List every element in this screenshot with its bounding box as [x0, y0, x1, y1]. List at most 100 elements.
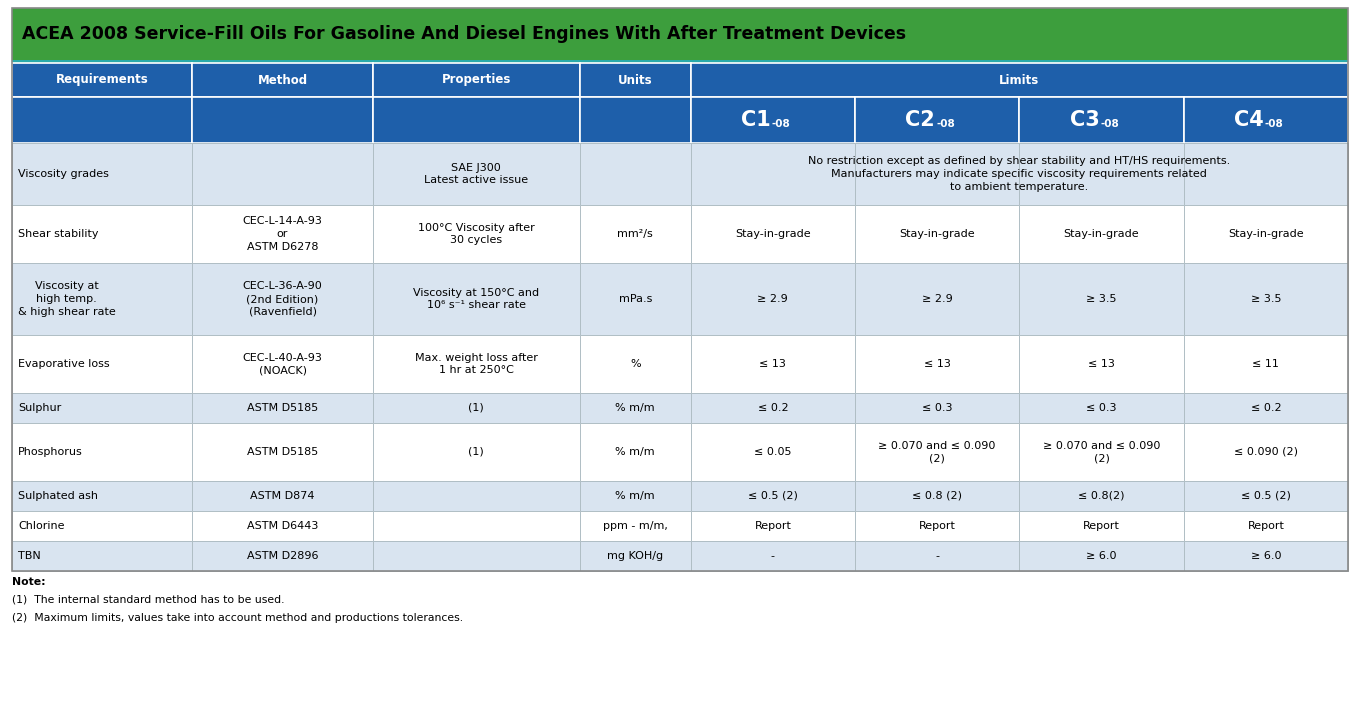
Text: % m/m: % m/m: [616, 491, 656, 501]
Text: Viscosity at 150°C and
10⁶ s⁻¹ shear rate: Viscosity at 150°C and 10⁶ s⁻¹ shear rat…: [413, 288, 540, 311]
Bar: [1020, 481, 1183, 511]
Bar: [1183, 481, 1348, 511]
Text: -08: -08: [1100, 119, 1119, 129]
Text: No restriction except as defined by shear stability and HT/HS requirements.
Manu: No restriction except as defined by shea…: [808, 156, 1231, 192]
Bar: [192, 143, 373, 205]
Text: ≤ 0.5 (2): ≤ 0.5 (2): [1240, 491, 1291, 501]
Text: % m/m: % m/m: [616, 447, 656, 457]
Bar: [579, 393, 691, 423]
Bar: [1183, 393, 1348, 423]
Bar: [691, 263, 855, 335]
Text: Stay-in-grade: Stay-in-grade: [1064, 229, 1140, 239]
Bar: [1020, 541, 1183, 571]
Text: C4: C4: [1234, 110, 1263, 130]
Text: ASTM D5185: ASTM D5185: [248, 447, 318, 457]
Text: ≥ 0.070 and ≤ 0.090
(2): ≥ 0.070 and ≤ 0.090 (2): [1043, 441, 1160, 463]
Text: -: -: [936, 551, 940, 561]
Bar: [373, 97, 579, 143]
Bar: [192, 481, 373, 511]
Bar: [12, 97, 192, 143]
Bar: [691, 205, 855, 263]
Bar: [192, 423, 373, 481]
Bar: [691, 143, 855, 205]
Bar: [1183, 263, 1348, 335]
Bar: [12, 423, 192, 481]
Bar: [1183, 205, 1348, 263]
Bar: [855, 511, 1020, 541]
Bar: [691, 423, 855, 481]
Bar: [855, 393, 1020, 423]
Bar: [373, 263, 579, 335]
Text: ≤ 0.5 (2): ≤ 0.5 (2): [748, 491, 798, 501]
Bar: [12, 63, 192, 97]
Text: ≤ 0.2: ≤ 0.2: [1251, 403, 1281, 413]
Text: Sulphated ash: Sulphated ash: [18, 491, 98, 501]
Text: C3: C3: [1070, 110, 1099, 130]
Text: CEC-L-14-A-93
or
ASTM D6278: CEC-L-14-A-93 or ASTM D6278: [242, 216, 322, 252]
Bar: [12, 541, 192, 571]
Text: ≥ 3.5: ≥ 3.5: [1087, 294, 1117, 304]
Text: ≤ 0.3: ≤ 0.3: [922, 403, 952, 413]
Text: ≤ 13: ≤ 13: [1088, 359, 1115, 369]
Bar: [1183, 97, 1348, 143]
Text: Stay-in-grade: Stay-in-grade: [899, 229, 975, 239]
Bar: [855, 423, 1020, 481]
Text: ASTM D5185: ASTM D5185: [248, 403, 318, 413]
Text: Phosphorus: Phosphorus: [18, 447, 83, 457]
Bar: [12, 481, 192, 511]
Text: SAE J300
Latest active issue: SAE J300 Latest active issue: [424, 163, 528, 185]
Bar: [373, 423, 579, 481]
Bar: [1183, 511, 1348, 541]
Text: Limits: Limits: [1000, 74, 1039, 87]
Text: (2)  Maximum limits, values take into account method and productions tolerances.: (2) Maximum limits, values take into acc…: [12, 613, 464, 623]
Bar: [1020, 335, 1183, 393]
Text: ppm - m/m,: ppm - m/m,: [602, 521, 668, 531]
Bar: [12, 8, 1348, 571]
Bar: [579, 481, 691, 511]
Text: ≥ 2.9: ≥ 2.9: [758, 294, 789, 304]
Bar: [192, 205, 373, 263]
Text: ≥ 0.070 and ≤ 0.090
(2): ≥ 0.070 and ≤ 0.090 (2): [879, 441, 996, 463]
Bar: [1020, 143, 1183, 205]
Text: Stay-in-grade: Stay-in-grade: [734, 229, 811, 239]
Text: Note:: Note:: [12, 577, 46, 587]
Text: Viscosity at
high temp.
& high shear rate: Viscosity at high temp. & high shear rat…: [18, 281, 116, 316]
Bar: [192, 63, 373, 97]
Text: Stay-in-grade: Stay-in-grade: [1228, 229, 1304, 239]
Text: -08: -08: [936, 119, 955, 129]
Text: (1): (1): [468, 403, 484, 413]
Bar: [579, 541, 691, 571]
Bar: [691, 97, 855, 143]
Bar: [192, 511, 373, 541]
Bar: [1020, 97, 1183, 143]
Bar: [12, 335, 192, 393]
Bar: [1020, 423, 1183, 481]
Bar: [691, 511, 855, 541]
Bar: [192, 541, 373, 571]
Bar: [691, 541, 855, 571]
Text: ≥ 2.9: ≥ 2.9: [922, 294, 952, 304]
Bar: [855, 143, 1020, 205]
Text: CEC-L-40-A-93
(NOACK): CEC-L-40-A-93 (NOACK): [242, 352, 322, 375]
Bar: [691, 335, 855, 393]
Text: Max. weight loss after
1 hr at 250°C: Max. weight loss after 1 hr at 250°C: [415, 352, 537, 375]
Text: ASTM D6443: ASTM D6443: [248, 521, 318, 531]
Bar: [12, 60, 1348, 63]
Text: ≤ 0.3: ≤ 0.3: [1087, 403, 1117, 413]
Text: ACEA 2008 Service-Fill Oils For Gasoline And Diesel Engines With After Treatment: ACEA 2008 Service-Fill Oils For Gasoline…: [22, 25, 906, 43]
Text: % m/m: % m/m: [616, 403, 656, 413]
Bar: [192, 97, 373, 143]
Text: Report: Report: [1247, 521, 1284, 531]
Bar: [855, 541, 1020, 571]
Text: mm²/s: mm²/s: [617, 229, 653, 239]
Text: (1): (1): [468, 447, 484, 457]
Bar: [192, 335, 373, 393]
Bar: [192, 263, 373, 335]
Text: Sulphur: Sulphur: [18, 403, 61, 413]
Text: ≥ 6.0: ≥ 6.0: [1251, 551, 1281, 561]
Bar: [192, 393, 373, 423]
Text: ASTM D2896: ASTM D2896: [246, 551, 318, 561]
Text: Shear stability: Shear stability: [18, 229, 98, 239]
Text: ≥ 3.5: ≥ 3.5: [1251, 294, 1281, 304]
Text: CEC-L-36-A-90
(2nd Edition)
(Ravenfield): CEC-L-36-A-90 (2nd Edition) (Ravenfield): [242, 281, 322, 316]
